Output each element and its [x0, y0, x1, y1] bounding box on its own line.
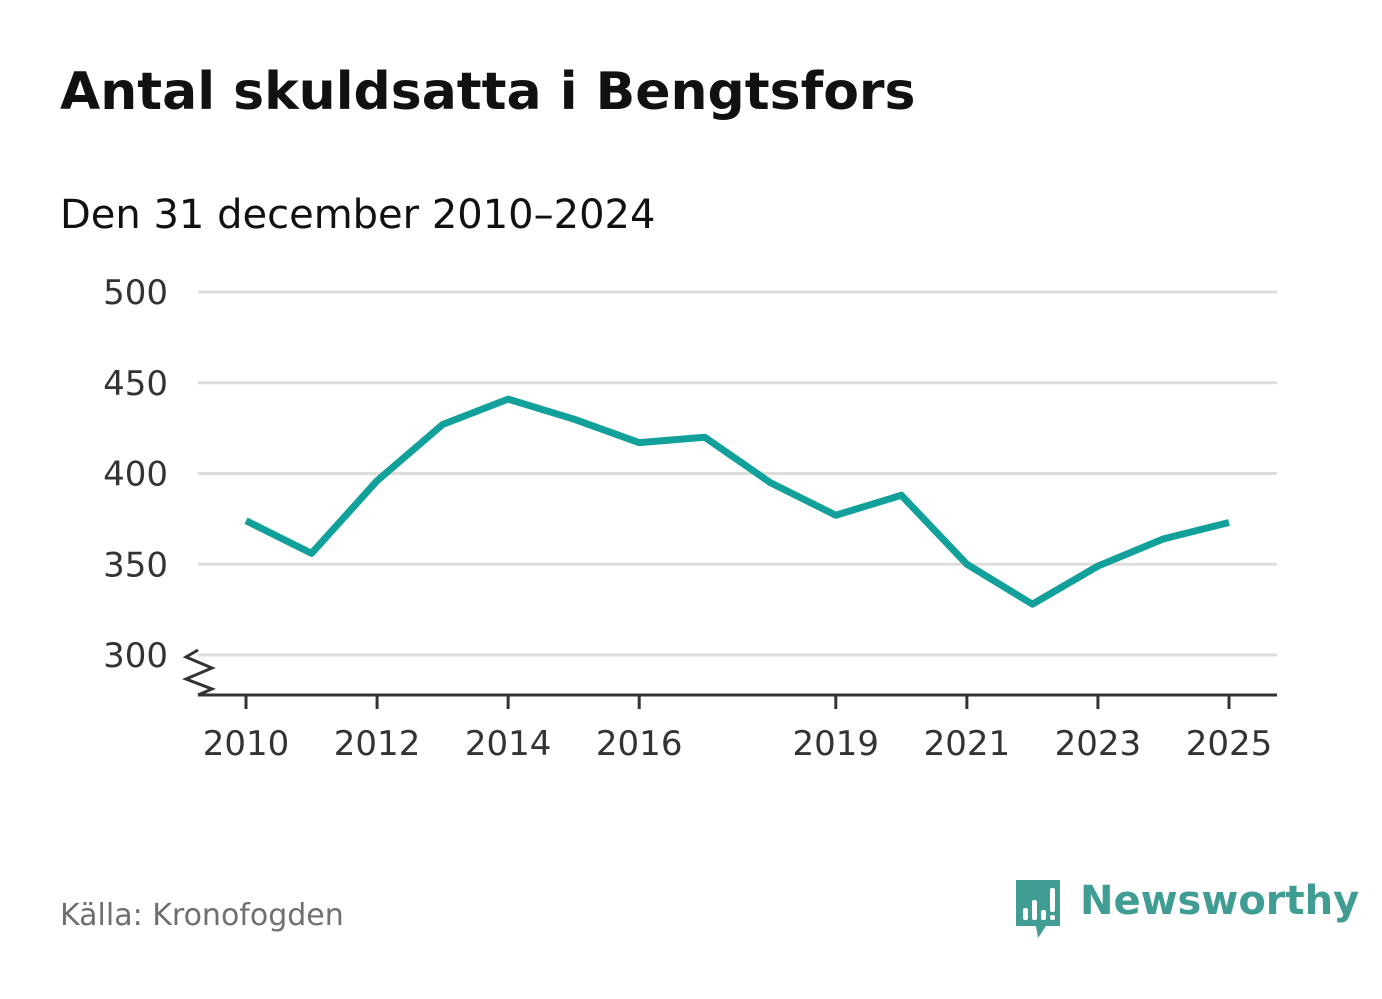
x-tick-label-2025: 2025: [1186, 724, 1273, 764]
line-chart: 300 350 400 450 500 2010 2012 2014 2016 2019 2021…: [103, 273, 1277, 764]
newsworthy-logo-icon: [1016, 880, 1060, 938]
y-tick-label-400: 400: [103, 455, 168, 495]
series: [244, 395, 1230, 608]
y-tick-label-350: 350: [103, 545, 168, 585]
x-tick-label-2010: 2010: [203, 724, 290, 764]
gridlines: [198, 290, 1277, 657]
x-tick-label-2014: 2014: [465, 724, 552, 764]
y-tick-label-300: 300: [103, 636, 168, 676]
chart-title: Antal skuldsatta i Bengtsfors: [60, 62, 916, 122]
x-tick-label-2019: 2019: [793, 724, 880, 764]
y-tick-labels: 300 350 400 450 500: [103, 273, 168, 676]
x-tick-label-2023: 2023: [1055, 724, 1142, 764]
brand-name: Newsworthy: [1080, 878, 1360, 924]
x-tick-label-2016: 2016: [596, 724, 683, 764]
chart-subtitle: Den 31 december 2010–2024: [60, 192, 656, 238]
source-note: Källa: Kronofogden: [60, 898, 344, 933]
series-line-0: [244, 395, 1230, 608]
y-tick-label-500: 500: [103, 273, 168, 313]
x-axis: [181, 648, 1277, 709]
x-tick-label-2021: 2021: [924, 724, 1011, 764]
x-tick-label-2012: 2012: [334, 724, 421, 764]
x-tick-labels: 2010 2012 2014 2016 2019 2021 2023 2025: [203, 724, 1273, 764]
y-tick-label-450: 450: [103, 364, 168, 404]
y-axis-break-icon: [181, 648, 216, 697]
